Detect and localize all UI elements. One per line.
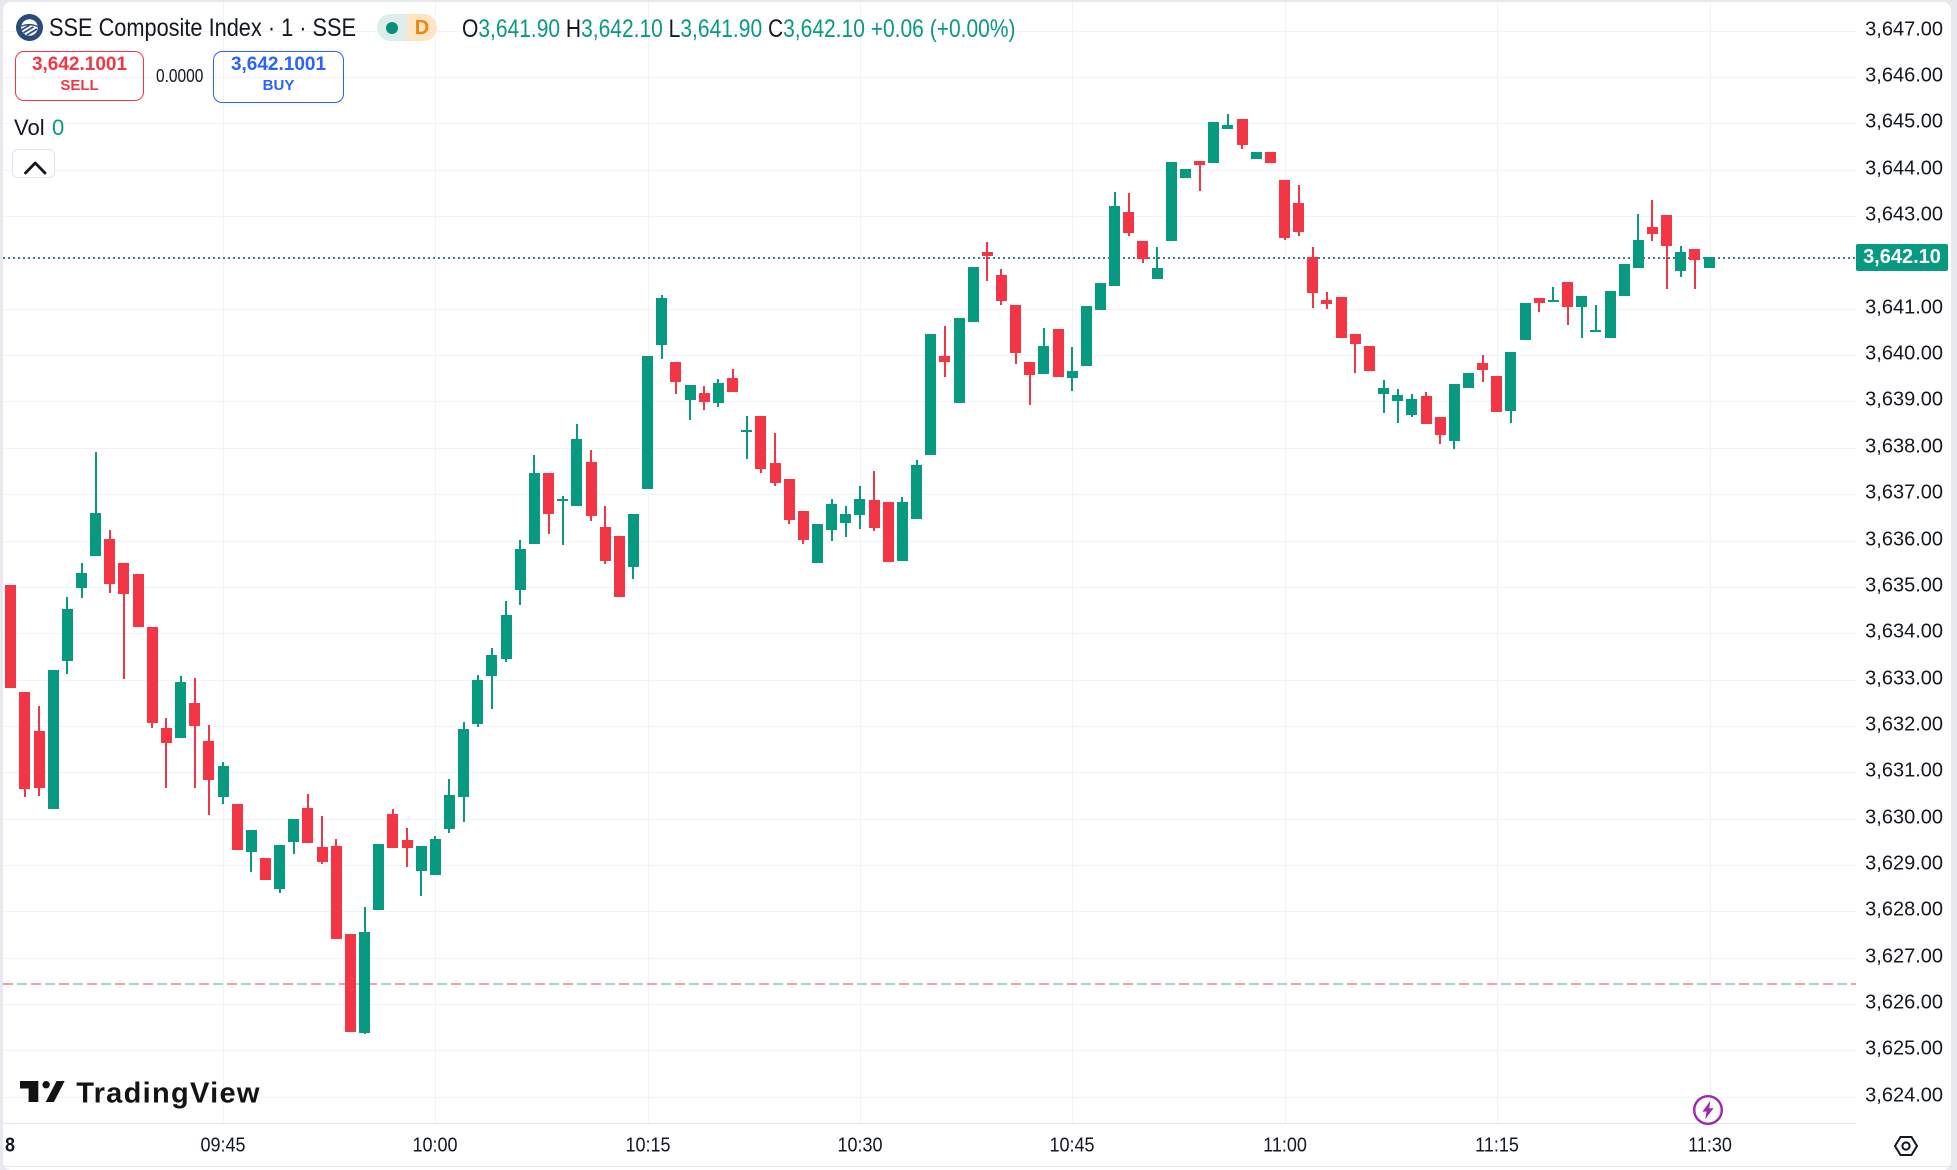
svg-text:TradingView: TradingView	[76, 1080, 261, 1110]
